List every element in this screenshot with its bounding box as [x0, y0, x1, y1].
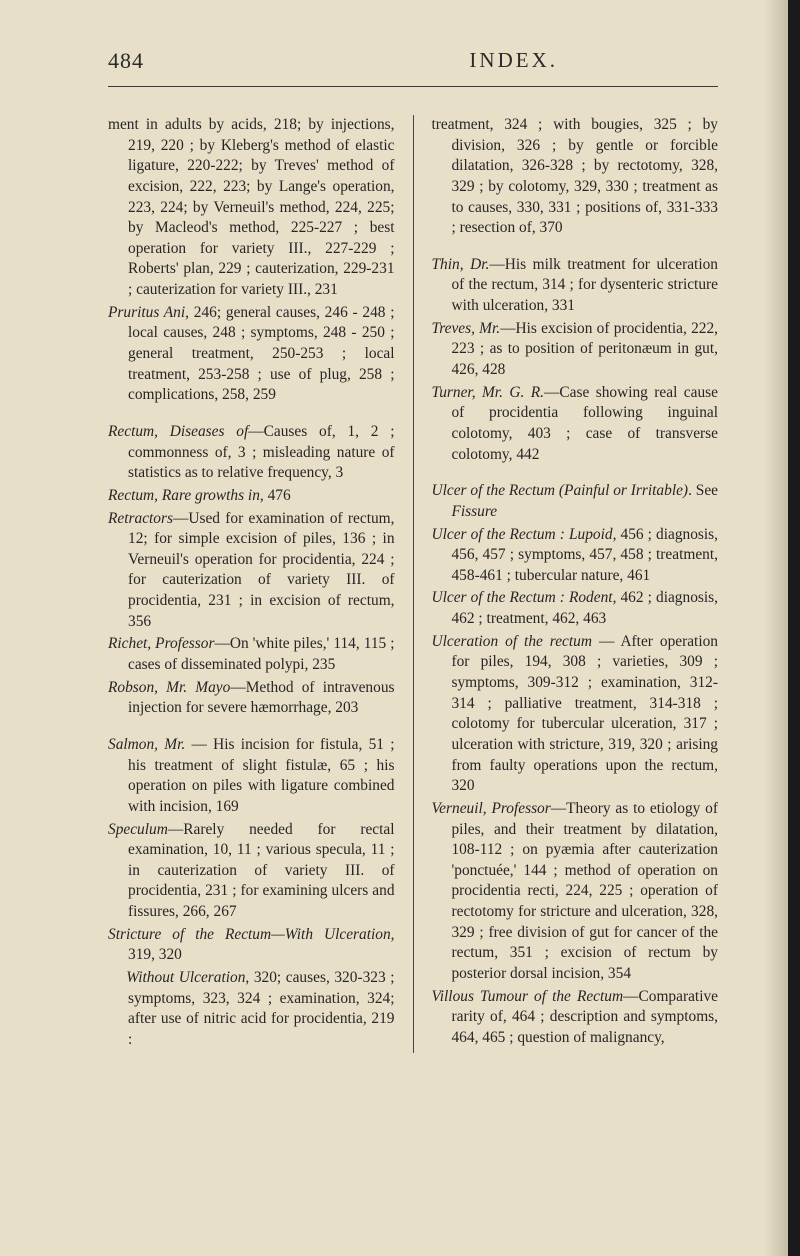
index-entry: Verneuil, Professor—Theory as to etiolog… [431, 799, 718, 985]
columns: ment in adults by acids, 218; by injecti… [108, 115, 718, 1053]
index-entry: treatment, 324 ; with bougies, 325 ; by … [431, 115, 718, 239]
index-entry: Ulceration of the rectum — After operati… [431, 632, 718, 797]
header-row: 484 INDEX. [108, 48, 718, 74]
index-entry: Thin, Dr.—His milk treatment for ulcerat… [431, 255, 718, 317]
header-title: INDEX. [469, 48, 558, 74]
index-entry: Speculum—Rarely needed for rectal examin… [108, 820, 395, 923]
right-column: treatment, 324 ; with bougies, 325 ; by … [431, 115, 718, 1053]
index-entry: Rectum, Rare growths in, 476 [108, 486, 395, 507]
index-entry: Without Ulceration, 320; causes, 320-323… [108, 968, 395, 1051]
left-column: ment in adults by acids, 218; by injecti… [108, 115, 395, 1053]
entry-gap [431, 241, 718, 255]
entry-gap [431, 467, 718, 481]
column-divider [413, 115, 414, 1053]
index-entry: Retractors—Used for examination of rectu… [108, 509, 395, 633]
index-entry: Rectum, Diseases of—Causes of, 1, 2 ; co… [108, 422, 395, 484]
page-container: 484 INDEX. ment in adults by acids, 218;… [108, 48, 718, 1053]
index-entry: Ulcer of the Rectum (Painful or Irritabl… [431, 481, 718, 522]
header-rule [108, 86, 718, 87]
page-edge [788, 0, 800, 1256]
index-entry: Turner, Mr. G. R.—Case showing real caus… [431, 383, 718, 466]
index-entry: Ulcer of the Rectum : Lupoid, 456 ; diag… [431, 525, 718, 587]
entry-gap [108, 408, 395, 422]
entry-gap [108, 721, 395, 735]
index-entry: Salmon, Mr. — His incision for fistula, … [108, 735, 395, 818]
index-entry: Pruritus Ani, 246; general causes, 246 -… [108, 303, 395, 406]
index-entry: Robson, Mr. Mayo—Method of intravenous i… [108, 678, 395, 719]
index-entry: Ulcer of the Rectum : Rodent, 462 ; diag… [431, 588, 718, 629]
index-entry: Treves, Mr.—His excision of procidentia,… [431, 319, 718, 381]
index-entry: ment in adults by acids, 218; by injecti… [108, 115, 395, 301]
page-shadow [764, 0, 788, 1256]
index-entry: Stricture of the Rectum—With Ulceration,… [108, 925, 395, 966]
page-number: 484 [108, 48, 144, 74]
index-entry: Villous Tumour of the Rectum—Comparative… [431, 987, 718, 1049]
index-entry: Richet, Professor—On 'white piles,' 114,… [108, 634, 395, 675]
